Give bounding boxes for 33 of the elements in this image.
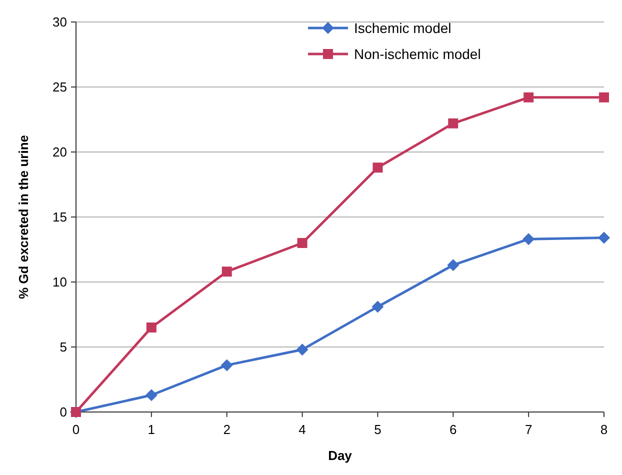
point xyxy=(296,344,308,356)
x-axis-title: Day xyxy=(328,448,353,463)
point xyxy=(524,92,534,102)
point xyxy=(598,232,610,244)
point xyxy=(447,259,460,272)
x-tick-label: 1 xyxy=(148,422,156,437)
x-tick-label: 6 xyxy=(450,422,457,437)
point xyxy=(297,238,308,248)
x-tick-label: 0 xyxy=(72,422,80,437)
legend-label: Ischemic model xyxy=(354,20,452,36)
y-tick-label: 5 xyxy=(60,340,67,355)
point xyxy=(146,322,156,332)
point xyxy=(222,266,232,277)
point xyxy=(599,92,609,102)
x-tick-label: 4 xyxy=(298,422,306,437)
x-tick-label: 7 xyxy=(524,422,532,437)
y-tick-label: 15 xyxy=(52,210,67,225)
x-tick-label: 5 xyxy=(374,422,382,437)
y-tick-label: 25 xyxy=(52,80,67,95)
point xyxy=(372,162,383,173)
y-tick-label: 0 xyxy=(60,404,67,420)
x-tick-label: 8 xyxy=(600,422,608,437)
point xyxy=(448,118,458,128)
y-tick-label: 10 xyxy=(52,274,67,290)
point xyxy=(145,389,158,402)
y-tick-label: 20 xyxy=(52,144,67,160)
point xyxy=(220,359,233,372)
y-axis-title: % Gd excreted in the urine xyxy=(16,135,31,299)
y-tick-label: 30 xyxy=(52,14,67,30)
legend-label: Non-ischemic model xyxy=(354,46,481,62)
point xyxy=(372,300,384,313)
x-tick-label: 2 xyxy=(223,422,230,437)
point xyxy=(522,233,535,246)
